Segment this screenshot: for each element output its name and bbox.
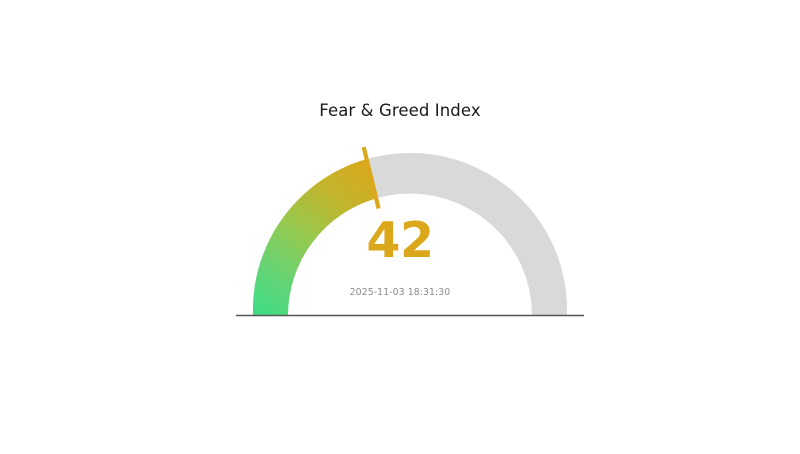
gauge-timestamp: 2025-11-03 18:31:30 bbox=[349, 287, 451, 298]
gauge-value-label: 42 bbox=[366, 212, 434, 269]
page-title: Fear & Greed Index bbox=[319, 101, 481, 120]
gauge-track-remainder bbox=[367, 152, 568, 315]
gauge-value-arc bbox=[252, 158, 377, 315]
gauge-needle-icon bbox=[361, 146, 381, 209]
